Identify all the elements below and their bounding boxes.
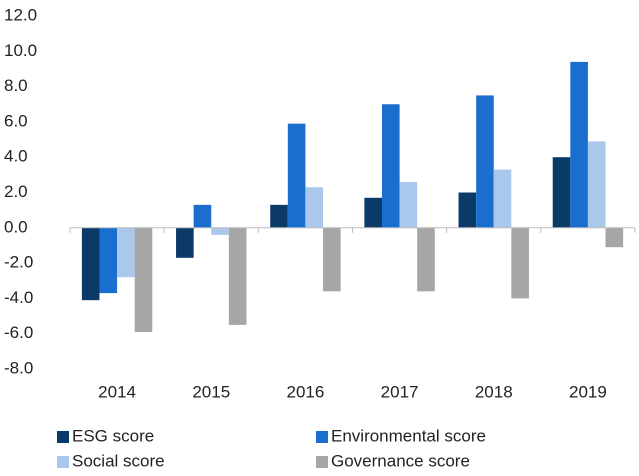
bar xyxy=(211,227,229,235)
y-tick-label: 2.0 xyxy=(4,182,28,201)
bar xyxy=(193,204,212,228)
bar xyxy=(323,227,341,292)
bar xyxy=(476,95,494,228)
bar xyxy=(587,141,606,228)
legend-label: Governance score xyxy=(331,451,470,470)
legend-label: Social score xyxy=(72,451,165,470)
bar xyxy=(493,169,512,228)
y-tick-label: 10.0 xyxy=(4,41,37,60)
x-tick-label: 2017 xyxy=(381,382,419,401)
legend-label: ESG score xyxy=(72,426,154,445)
y-tick-label: 12.0 xyxy=(4,5,37,24)
x-tick-label: 2018 xyxy=(475,382,513,401)
bar xyxy=(605,227,624,248)
legend-swatch xyxy=(57,431,69,443)
legend-label: Environmental score xyxy=(331,426,486,445)
bar xyxy=(270,204,288,228)
y-tick-label: 8.0 xyxy=(4,76,28,95)
bar xyxy=(552,157,571,228)
x-tick-label: 2019 xyxy=(569,382,607,401)
bar xyxy=(305,187,324,228)
bar xyxy=(81,227,100,301)
x-tick-label: 2014 xyxy=(98,382,136,401)
bar xyxy=(134,227,153,332)
bar xyxy=(417,227,435,292)
bar xyxy=(99,227,118,294)
y-tick-label: -8.0 xyxy=(4,358,33,377)
y-tick-label: 0.0 xyxy=(4,217,28,236)
y-tick-label: -6.0 xyxy=(4,323,33,342)
bar xyxy=(570,61,588,228)
x-tick-label: 2016 xyxy=(287,382,325,401)
legend-swatch xyxy=(316,431,328,443)
bar xyxy=(228,227,247,325)
x-tick-label: 2015 xyxy=(192,382,230,401)
y-tick-label: 6.0 xyxy=(4,111,28,130)
bar xyxy=(364,197,382,228)
bar xyxy=(287,123,306,228)
legend-swatch xyxy=(316,456,328,468)
bar xyxy=(381,104,400,228)
bar xyxy=(458,192,477,228)
bar xyxy=(511,227,529,299)
y-tick-label: -4.0 xyxy=(4,288,33,307)
y-tick-label: 4.0 xyxy=(4,147,28,166)
bar xyxy=(117,227,135,278)
bar xyxy=(399,181,418,228)
bar xyxy=(176,227,194,258)
legend-swatch xyxy=(57,456,69,468)
y-tick-label: -2.0 xyxy=(4,253,33,272)
